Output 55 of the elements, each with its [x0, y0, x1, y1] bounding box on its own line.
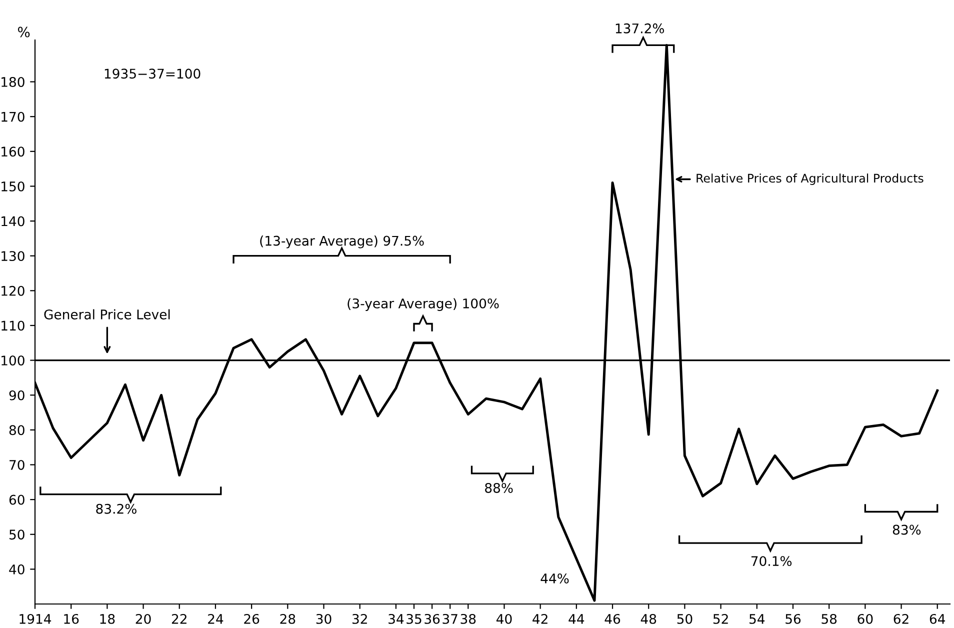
y-tick-label: 50	[10, 530, 24, 540]
x-tick-label: 64	[930, 614, 946, 624]
x-tick-label: 48	[640, 614, 656, 624]
x-tick-label: 26	[244, 614, 260, 624]
y-tick-label: 110	[2, 320, 24, 331]
annotation: 44%	[540, 573, 569, 584]
x-tick-label: 16	[64, 614, 79, 624]
x-tick-label: 58	[822, 614, 837, 624]
x-tick-label: 20	[136, 614, 151, 624]
y-tick-label: 140	[2, 216, 24, 226]
x-tick-label: 28	[280, 614, 296, 624]
annotation: 83.2%	[96, 504, 136, 514]
x-tick-label: 35	[406, 614, 422, 624]
x-tick-label: 46	[604, 614, 620, 624]
y-axis-title: %	[18, 26, 30, 38]
x-tick-label: 36	[424, 614, 440, 624]
x-tick-label: 50	[677, 614, 692, 624]
x-tick-label: 18	[100, 614, 115, 624]
x-tick-label: 1914	[20, 614, 52, 624]
text: 137.2%	[616, 23, 664, 34]
y-tick-label: 180	[2, 77, 24, 87]
y-tick-label: 120	[2, 286, 24, 296]
x-tick-label: 34	[388, 614, 404, 624]
legend-label: Relative Prices of Agricultural Products	[696, 174, 924, 185]
x-tick-label: 37	[442, 614, 458, 624]
x-tick-label: 42	[532, 614, 548, 624]
annotation: (13-year Average) 97.5%	[260, 236, 424, 248]
x-tick-label: 44	[568, 614, 584, 624]
x-tick-label: 22	[172, 614, 186, 624]
x-tick-label: 62	[894, 614, 908, 624]
annotation: 88%	[485, 482, 513, 493]
x-tick-label: 30	[316, 614, 332, 624]
y-tick-label: 170	[2, 112, 24, 122]
y-tick-label: 80	[9, 425, 24, 436]
x-tick-label: 52	[713, 614, 728, 624]
y-tick-label: 100	[2, 356, 24, 366]
y-tick-label: 70	[10, 460, 24, 470]
x-tick-label: 54	[750, 614, 765, 624]
ref-line-label: General Price Level	[44, 309, 170, 320]
y-tick-label: 130	[2, 251, 24, 262]
annotation: (3-year Average) 100%	[348, 298, 499, 311]
y-tick-label: 160	[2, 146, 24, 157]
annotation: 1935−37=100	[104, 68, 200, 79]
x-tick-label: 32	[352, 614, 367, 624]
y-tick-label: 40	[9, 564, 24, 574]
x-tick-label: 24	[208, 614, 224, 624]
y-tick-label: 150	[2, 181, 24, 192]
y-tick-label: 60	[9, 494, 24, 505]
x-tick-label: 40	[496, 614, 512, 624]
annotation: 70.1%	[751, 556, 792, 566]
y-tick-label: 90	[9, 390, 24, 400]
x-tick-label: 38	[460, 614, 476, 624]
x-tick-label: 60	[858, 614, 873, 624]
x-tick-label: 56	[786, 614, 801, 624]
annotation: 83%	[892, 524, 921, 535]
